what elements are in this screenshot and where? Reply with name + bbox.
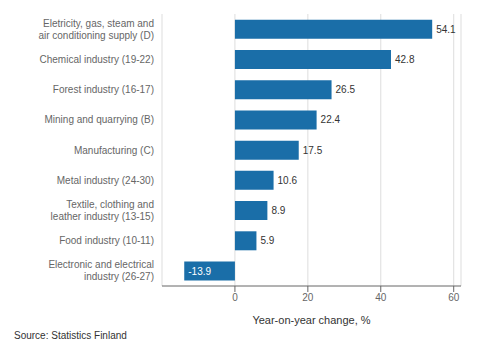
html-text:Source: Statistics Finland: Source: Statistics Finland xyxy=(14,330,127,341)
svg-text:Year-on-year change, %: Year-on-year change, % xyxy=(252,314,370,326)
svg-text:Mining and quarrying (B): Mining and quarrying (B) xyxy=(45,114,155,125)
svg-text:8.9: 8.9 xyxy=(271,205,285,216)
svg-text:Textile, clothing andleather i: Textile, clothing andleather industry (1… xyxy=(51,199,154,222)
svg-text:22.4: 22.4 xyxy=(321,114,341,125)
svg-text:Eletricity, gas, steam andair: Eletricity, gas, steam andair conditioni… xyxy=(38,18,154,41)
svg-text:5.9: 5.9 xyxy=(260,235,274,246)
svg-text:20: 20 xyxy=(302,292,314,303)
svg-text:40: 40 xyxy=(375,292,387,303)
svg-text:26.5: 26.5 xyxy=(336,84,356,95)
svg-text:17.5: 17.5 xyxy=(303,145,323,156)
svg-text:Electronic and electricalindus: Electronic and electricalindustry (26-27… xyxy=(48,259,154,282)
svg-text:Chemical industry (19-22): Chemical industry (19-22) xyxy=(40,54,155,65)
svg-text:60: 60 xyxy=(448,292,460,303)
svg-text:-13.9: -13.9 xyxy=(188,266,211,277)
svg-text:Forest industry (16-17): Forest industry (16-17) xyxy=(53,84,154,95)
svg-text:0: 0 xyxy=(232,292,238,303)
svg-text:10.6: 10.6 xyxy=(278,175,298,186)
svg-text:Food industry (10-11): Food industry (10-11) xyxy=(59,235,154,246)
svg-text:42.8: 42.8 xyxy=(395,54,415,65)
svg-text:54.1: 54.1 xyxy=(436,24,456,35)
svg-text:Manufacturing (C): Manufacturing (C) xyxy=(74,145,154,156)
svg-text:Metal industry (24-30): Metal industry (24-30) xyxy=(57,175,154,186)
